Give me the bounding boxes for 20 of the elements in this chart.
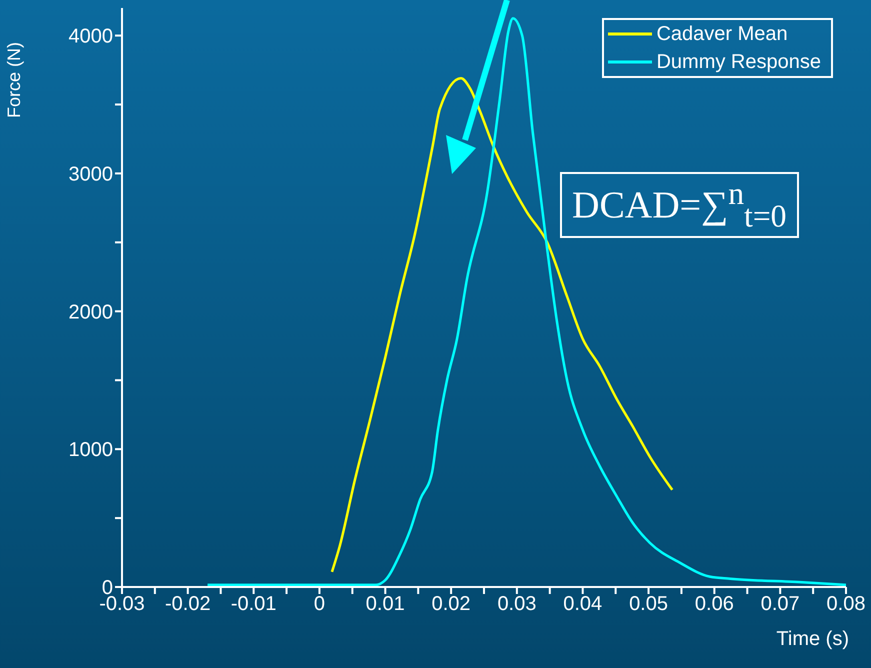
y-tick-label: 1000: [68, 439, 113, 462]
x-tick-label: 0.06: [694, 593, 734, 616]
x-tick-label: 0.07: [760, 593, 800, 616]
y-tick-label: 2000: [68, 301, 113, 324]
legend-label: Cadaver Mean: [656, 22, 788, 47]
x-tick-label: -0.02: [165, 593, 211, 616]
x-tick-label: 0.04: [563, 593, 602, 616]
x-tick-label: -0.01: [230, 593, 276, 616]
y-tick-label: 3000: [68, 164, 113, 186]
legend-label: Dummy Response: [656, 50, 821, 75]
y-tick-label: 4000: [68, 26, 113, 48]
y-axis-title: Force (N): [4, 42, 25, 118]
x-tick-label: 0.02: [432, 593, 471, 616]
x-tick-label: 0: [314, 593, 326, 616]
x-tick-label: 0.01: [366, 593, 405, 616]
x-tick-label: 0.05: [629, 593, 668, 616]
x-tick-label: 0.03: [497, 593, 536, 616]
x-tick-label: 0.08: [826, 593, 866, 616]
line-series: [206, 17, 846, 586]
x-axis-title: Time (s): [776, 628, 849, 651]
